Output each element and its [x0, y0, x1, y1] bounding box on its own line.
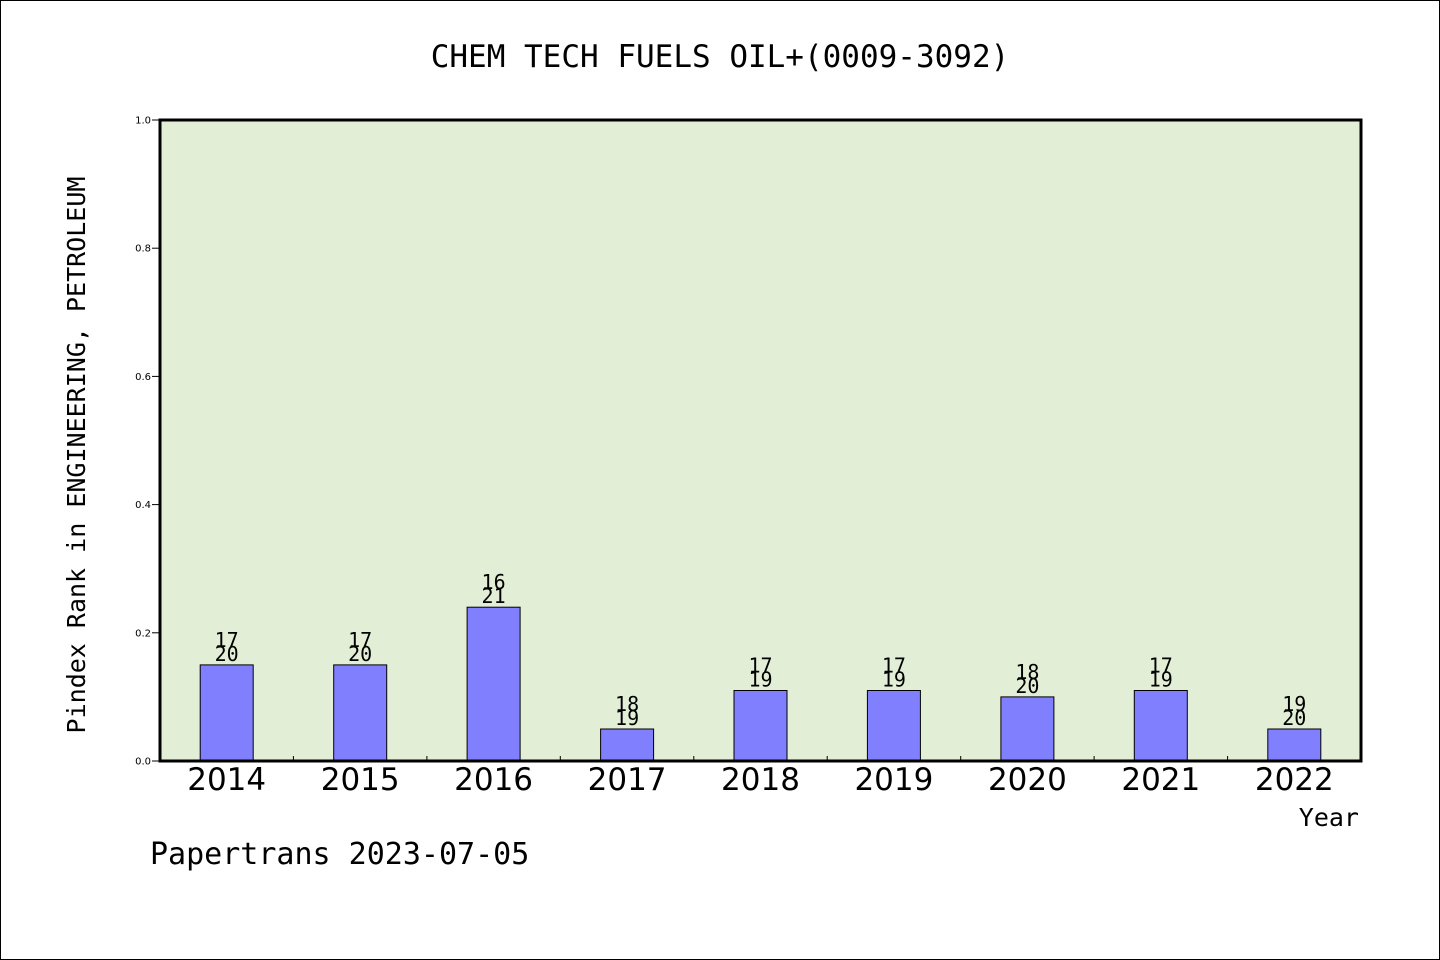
x-axis-label: Year: [1299, 803, 1359, 832]
x-tick-label-2018: 2018: [721, 762, 800, 798]
bar-label-top-2020: 18: [1015, 660, 1039, 684]
bar-label-bottom-2015: 20: [348, 642, 372, 666]
bar-2018: [733, 690, 788, 762]
y-tick-label-1.0: 1.0: [135, 116, 151, 127]
y-ticks-group: 0.0 0.2 0.4 0.6 0.8 1.0: [135, 116, 160, 768]
y-tick-label-0.6: 0.6: [135, 372, 151, 383]
bar-2017: [600, 728, 655, 762]
bar-label-top-2019: 17: [882, 654, 906, 678]
plot-border: [158, 118, 1363, 763]
x-tick-label-2016: 2016: [454, 762, 533, 798]
bar-2021: [1133, 690, 1188, 762]
y-tick-label-0.2: 0.2: [135, 628, 151, 639]
bar-2016: [466, 606, 521, 762]
bar-label-bottom-2014: 20: [215, 642, 239, 666]
x-tick-label-2017: 2017: [588, 762, 667, 798]
bar-label-bottom-2017: 19: [615, 706, 639, 730]
y-tick-label-0.0: 0.0: [135, 757, 151, 768]
x-ticks-group: 2014 2015 2016 2017 2018 2019 2020 2021 2022: [187, 756, 1334, 798]
bar-label-bottom-2021: 19: [1149, 668, 1173, 692]
chart-title: CHEM TECH FUELS OIL+(0009-3092): [431, 39, 1010, 75]
x-tick-label-2022: 2022: [1255, 762, 1334, 798]
bar-label-top-2021: 17: [1149, 654, 1173, 678]
bar-2020: [1000, 696, 1055, 762]
y-tick-label-0.4: 0.4: [135, 500, 151, 511]
bar-label-top-2018: 17: [748, 654, 772, 678]
x-tick-label-2020: 2020: [988, 762, 1067, 798]
x-tick-label-2015: 2015: [321, 762, 400, 798]
bar-label-top-2017: 18: [615, 692, 639, 716]
bar-label-top-2015: 17: [348, 628, 372, 652]
bar-label-top-2014: 17: [215, 628, 239, 652]
bar-label-bottom-2022: 20: [1282, 706, 1306, 730]
bar-label-top-2022: 19: [1282, 692, 1306, 716]
bar-label-bottom-2019: 19: [882, 668, 906, 692]
bar-2022: [1267, 728, 1322, 762]
footer-credit: Papertrans 2023-07-05: [150, 837, 529, 872]
bar-2014: [199, 664, 254, 762]
y-tick-label-0.8: 0.8: [135, 244, 151, 255]
y-axis-label: Pindex Rank in ENGINEERING, PETROLEUM: [62, 177, 91, 734]
x-tick-label-2019: 2019: [854, 762, 933, 798]
bar-2019: [866, 690, 921, 762]
x-tick-label-2021: 2021: [1121, 762, 1200, 798]
x-tick-label-2014: 2014: [187, 762, 266, 798]
bars-group: [199, 606, 1322, 762]
bar-label-bottom-2020: 20: [1015, 674, 1039, 698]
bar-label-bottom-2016: 21: [482, 584, 506, 608]
bar-2015: [333, 664, 388, 762]
bar-label-top-2016: 16: [482, 570, 506, 594]
plot-area: [160, 120, 1361, 761]
bar-label-bottom-2018: 19: [748, 668, 772, 692]
